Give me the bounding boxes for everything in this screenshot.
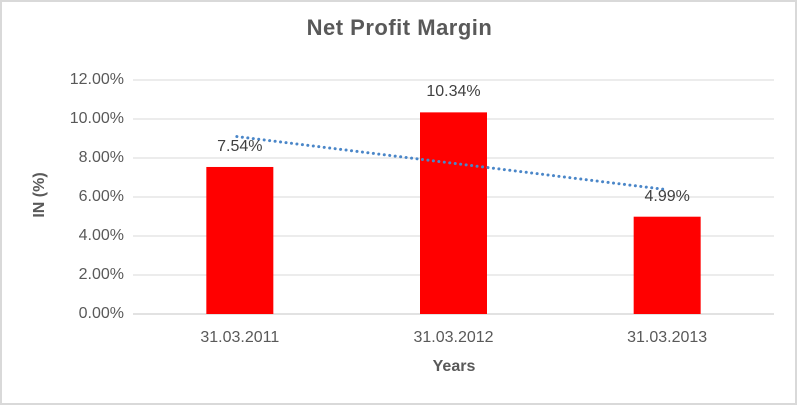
- trendline: [235, 135, 665, 191]
- bar-31.03.2012: [420, 112, 487, 315]
- y-tick-label: 6.00%: [78, 188, 124, 205]
- y-tick-label: 12.00%: [69, 71, 124, 88]
- y-tick-label: 8.00%: [78, 149, 124, 166]
- x-tick-label: 31.03.2013: [627, 329, 708, 346]
- y-tick-label: 0.00%: [78, 305, 124, 322]
- bar-data-label: 4.99%: [644, 187, 690, 205]
- y-tick-label: 4.00%: [78, 227, 124, 244]
- x-tick-label: 31.03.2011: [200, 329, 280, 346]
- y-tick-label: 2.00%: [78, 266, 124, 283]
- bar-data-label: 7.54%: [217, 137, 263, 155]
- chart-title: Net Profit Margin: [306, 15, 493, 40]
- x-axis-title: Years: [432, 358, 476, 375]
- y-tick-label: 10.00%: [69, 110, 124, 127]
- x-tick-label: 31.03.2012: [413, 329, 494, 346]
- bar-31.03.2011: [206, 166, 274, 314]
- bar-31.03.2013: [633, 216, 701, 314]
- bar-data-label: 10.34%: [426, 83, 481, 101]
